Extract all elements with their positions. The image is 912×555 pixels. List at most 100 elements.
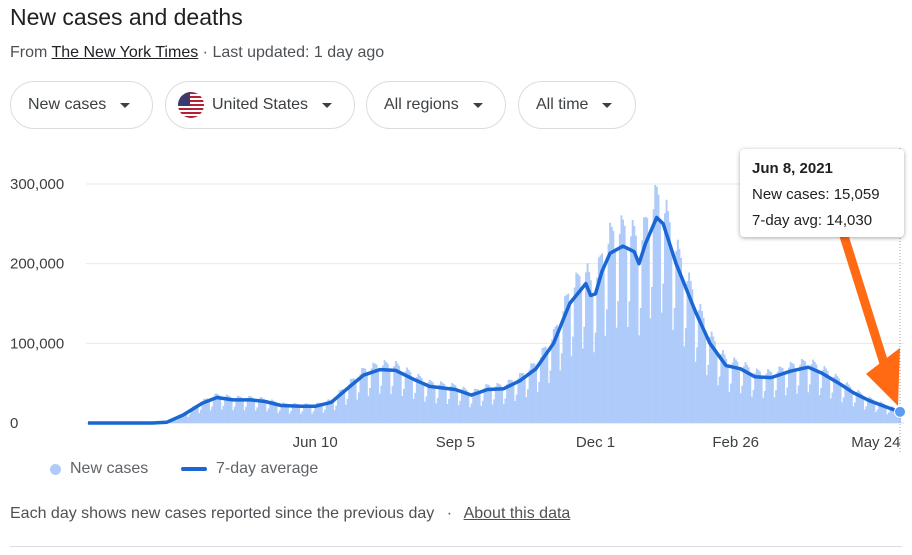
bar	[597, 257, 600, 423]
bar	[733, 357, 736, 423]
bar	[834, 373, 837, 423]
tooltip-date: Jun 8, 2021	[752, 160, 833, 177]
bar	[311, 413, 314, 423]
bar	[791, 363, 794, 423]
bar	[638, 335, 641, 423]
bar	[198, 413, 201, 423]
metric-dropdown-label: New cases	[28, 96, 107, 113]
bar	[407, 369, 410, 423]
metric-dropdown[interactable]: New cases	[10, 81, 153, 129]
bar	[879, 401, 882, 423]
bar	[818, 395, 821, 423]
bar	[633, 226, 636, 423]
bar	[185, 413, 188, 423]
chevron-down-icon	[120, 102, 131, 108]
bar	[423, 401, 426, 423]
bar	[589, 280, 592, 423]
bar	[299, 413, 302, 423]
location-dropdown[interactable]: United States	[165, 81, 355, 129]
bar	[433, 386, 436, 423]
bar	[469, 407, 471, 423]
bar	[707, 364, 710, 423]
bar	[702, 317, 705, 423]
bar	[175, 420, 178, 423]
bar	[412, 398, 415, 423]
bar	[290, 411, 293, 423]
bar	[594, 332, 597, 423]
bar	[710, 331, 713, 423]
bar	[378, 393, 381, 423]
bar	[572, 336, 575, 423]
bar	[464, 388, 467, 423]
cases-chart[interactable]: 0 100,000 200,000 300,000 Jun 10 Sep 5 Dec 1 F…	[0, 140, 912, 458]
bar	[525, 397, 528, 423]
bar	[670, 248, 673, 423]
bar	[630, 236, 633, 423]
bar	[581, 348, 584, 423]
bar	[823, 365, 826, 423]
bar	[878, 402, 881, 423]
bar	[191, 406, 194, 423]
bar	[298, 406, 301, 423]
bar	[531, 363, 534, 423]
bar	[784, 395, 787, 423]
bar	[605, 309, 608, 423]
bar	[866, 398, 869, 423]
bar	[452, 384, 455, 423]
bar	[796, 393, 798, 423]
bar	[362, 368, 365, 423]
bar	[187, 416, 189, 423]
bar	[651, 287, 653, 423]
bar	[411, 378, 413, 423]
bar	[738, 368, 740, 423]
bar	[440, 381, 442, 423]
bar	[483, 388, 486, 423]
highlight-point[interactable]	[894, 405, 906, 418]
bar	[220, 409, 223, 423]
bar	[502, 404, 505, 423]
bar	[583, 326, 586, 423]
bar	[794, 370, 797, 423]
bar	[267, 408, 270, 423]
bar	[307, 404, 310, 423]
bar	[314, 404, 317, 423]
chart-title: New cases and deaths	[10, 4, 243, 30]
bar	[551, 339, 554, 423]
bar	[788, 367, 790, 423]
bar	[820, 387, 823, 423]
source-line: From The New York Times · Last updated: …	[10, 44, 384, 62]
bar	[742, 366, 745, 423]
bar	[317, 402, 320, 423]
bar	[309, 406, 312, 423]
about-data-link[interactable]: About this data	[463, 505, 571, 522]
bar	[567, 293, 570, 423]
bar	[723, 354, 726, 423]
bar	[881, 402, 884, 423]
bar	[536, 391, 539, 423]
bar	[847, 384, 850, 423]
bar	[431, 382, 434, 423]
source-link[interactable]: The New York Times	[51, 44, 199, 61]
bar	[211, 406, 214, 423]
bar	[591, 295, 594, 423]
bar	[601, 253, 604, 423]
bar	[752, 390, 755, 423]
bar	[749, 374, 752, 423]
divider	[10, 546, 902, 547]
bar	[887, 412, 890, 423]
bar	[683, 346, 686, 423]
region-dropdown[interactable]: All regions	[366, 81, 506, 129]
bar	[868, 396, 871, 423]
bar	[715, 352, 718, 423]
period-dropdown[interactable]: All time	[518, 81, 636, 129]
bar	[295, 403, 297, 423]
bar	[451, 383, 454, 423]
bar	[324, 409, 326, 423]
source-prefix: From	[10, 44, 52, 61]
bar	[264, 401, 267, 423]
bar	[557, 331, 560, 423]
legend-seven-day-average: 7-day average	[181, 460, 318, 478]
bar	[614, 250, 616, 423]
bar	[357, 392, 360, 423]
bar	[755, 368, 758, 423]
